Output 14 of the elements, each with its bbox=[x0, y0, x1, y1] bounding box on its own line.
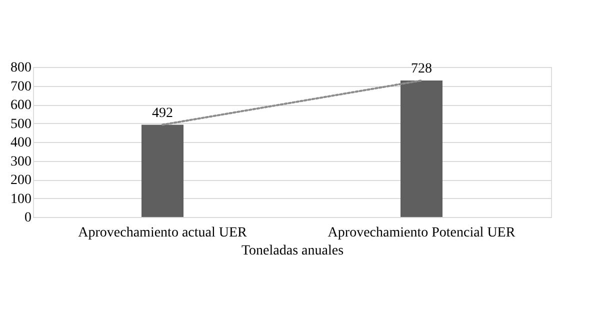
y-tick-label: 600 bbox=[10, 98, 32, 113]
y-tick-label: 800 bbox=[10, 60, 32, 76]
x-tick-label: Aprovechamiento actual UER bbox=[78, 226, 248, 240]
data-label: 492 bbox=[152, 106, 173, 121]
y-tick-label: 0 bbox=[24, 210, 32, 226]
y-tick-label: 200 bbox=[10, 173, 32, 188]
y-tick-label: 100 bbox=[10, 192, 32, 207]
y-tick-label: 500 bbox=[10, 116, 32, 132]
data-label: 728 bbox=[411, 62, 432, 76]
y-tick-label: 400 bbox=[10, 136, 32, 150]
y-tick-label: 300 bbox=[10, 154, 32, 170]
x-tick-label: Aprovechamiento Potencial UER bbox=[328, 226, 516, 240]
y-tick-label: 700 bbox=[10, 79, 32, 94]
x-axis-title: Toneladas anuales bbox=[241, 244, 344, 258]
